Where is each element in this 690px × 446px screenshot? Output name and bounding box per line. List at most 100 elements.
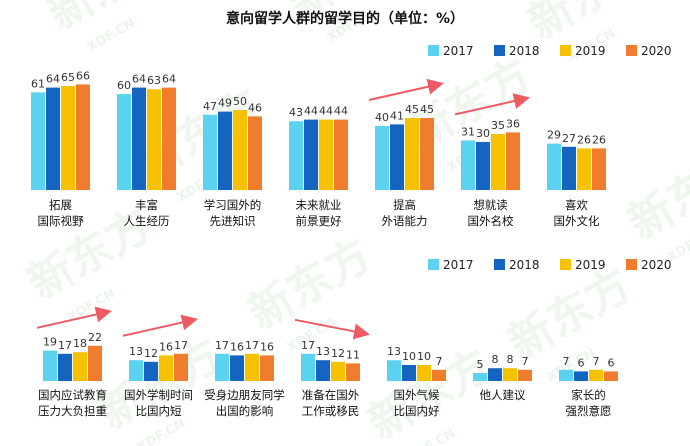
category-label: 学习国外的 <box>204 198 262 212</box>
category-label: 国际视野 <box>38 214 84 228</box>
legend-swatch-2019 <box>560 259 571 270</box>
category-label: 拓展 <box>49 198 72 212</box>
bar <box>559 369 573 381</box>
bar <box>162 87 176 190</box>
bar <box>473 373 487 381</box>
legend-label-2018: 2018 <box>509 258 540 272</box>
category-label: 准备在国外 <box>302 388 360 402</box>
data-label: 17 <box>245 339 259 352</box>
bar <box>260 355 274 381</box>
data-label: 17 <box>174 339 188 352</box>
bar <box>304 119 318 190</box>
data-label: 65 <box>61 71 75 84</box>
trend-arrow <box>454 93 530 116</box>
bar <box>144 361 158 381</box>
data-label: 17 <box>215 339 229 352</box>
bar <box>488 368 502 381</box>
category-label: 家长的 <box>571 388 606 402</box>
data-label: 44 <box>319 105 333 118</box>
bar <box>491 134 505 190</box>
category-label: 国外文化 <box>554 214 600 228</box>
category-label: 工作或移民 <box>302 404 360 418</box>
bar <box>375 126 389 190</box>
page-title: 意向留学人群的留学目的（单位：%） <box>225 11 465 27</box>
data-label: 45 <box>405 103 419 116</box>
bar <box>592 148 606 190</box>
category-label: 国内应试教育 <box>38 388 107 402</box>
bar <box>589 369 603 381</box>
data-label: 16 <box>159 340 173 353</box>
bar <box>76 84 90 190</box>
data-label: 43 <box>289 106 303 119</box>
category-label: 先进知识 <box>210 214 256 228</box>
bar <box>506 132 520 190</box>
category-label: 外语能力 <box>382 214 428 228</box>
bar <box>420 118 434 190</box>
legend-label-2019: 2019 <box>575 44 606 58</box>
bar <box>203 114 217 190</box>
bar <box>147 89 161 190</box>
bar <box>402 365 416 381</box>
category-label: 压力大负担重 <box>38 404 107 418</box>
data-label: 36 <box>506 117 520 130</box>
bar <box>230 355 244 381</box>
data-label: 11 <box>346 348 360 361</box>
bar <box>46 87 60 190</box>
bar <box>390 124 404 190</box>
data-label: 66 <box>76 69 90 82</box>
bar <box>503 368 517 381</box>
bar <box>215 353 229 381</box>
data-label: 13 <box>316 345 330 358</box>
bar <box>476 142 490 190</box>
category-label: 比国内短 <box>136 404 182 418</box>
data-label: 22 <box>88 331 102 344</box>
data-label: 26 <box>577 133 591 146</box>
data-label: 16 <box>230 340 244 353</box>
data-label: 30 <box>476 127 490 140</box>
legend-swatch-2019 <box>560 45 571 56</box>
data-label: 27 <box>562 132 576 145</box>
trend-arrow <box>368 78 444 101</box>
trend-arrow <box>122 314 198 337</box>
bar <box>129 360 143 381</box>
bar <box>159 355 173 381</box>
data-label: 8 <box>507 353 514 366</box>
legend-swatch-2018 <box>494 45 505 56</box>
legend-label-2018: 2018 <box>509 44 540 58</box>
category-label: 国外名校 <box>468 214 514 228</box>
legend-label-2017: 2017 <box>443 258 474 272</box>
bar <box>577 148 591 190</box>
bar <box>88 345 102 381</box>
category-label: 丰富 <box>135 198 158 212</box>
bar <box>334 119 348 190</box>
category-label: 强烈意愿 <box>566 404 612 418</box>
data-label: 50 <box>233 95 247 108</box>
bar <box>117 94 131 190</box>
data-label: 26 <box>592 133 606 146</box>
data-label: 7 <box>563 355 570 368</box>
bar <box>518 369 532 381</box>
data-label: 12 <box>144 347 158 360</box>
bar <box>248 116 262 190</box>
data-label: 29 <box>547 129 561 142</box>
legend-swatch-2017 <box>428 259 439 270</box>
legend-label-2020: 2020 <box>641 44 672 58</box>
category-label: 国外学制时间 <box>124 388 193 402</box>
bar <box>58 353 72 381</box>
bar <box>432 369 446 381</box>
data-label: 7 <box>436 355 443 368</box>
data-label: 6 <box>578 356 585 369</box>
data-label: 8 <box>492 353 499 366</box>
data-label: 61 <box>31 77 45 90</box>
legend-swatch-2018 <box>494 259 505 270</box>
trend-arrow <box>294 318 370 340</box>
data-label: 10 <box>402 350 416 363</box>
data-label: 17 <box>301 339 315 352</box>
data-label: 49 <box>218 97 232 110</box>
bar <box>387 360 401 381</box>
data-label: 7 <box>593 355 600 368</box>
data-label: 40 <box>375 111 389 124</box>
